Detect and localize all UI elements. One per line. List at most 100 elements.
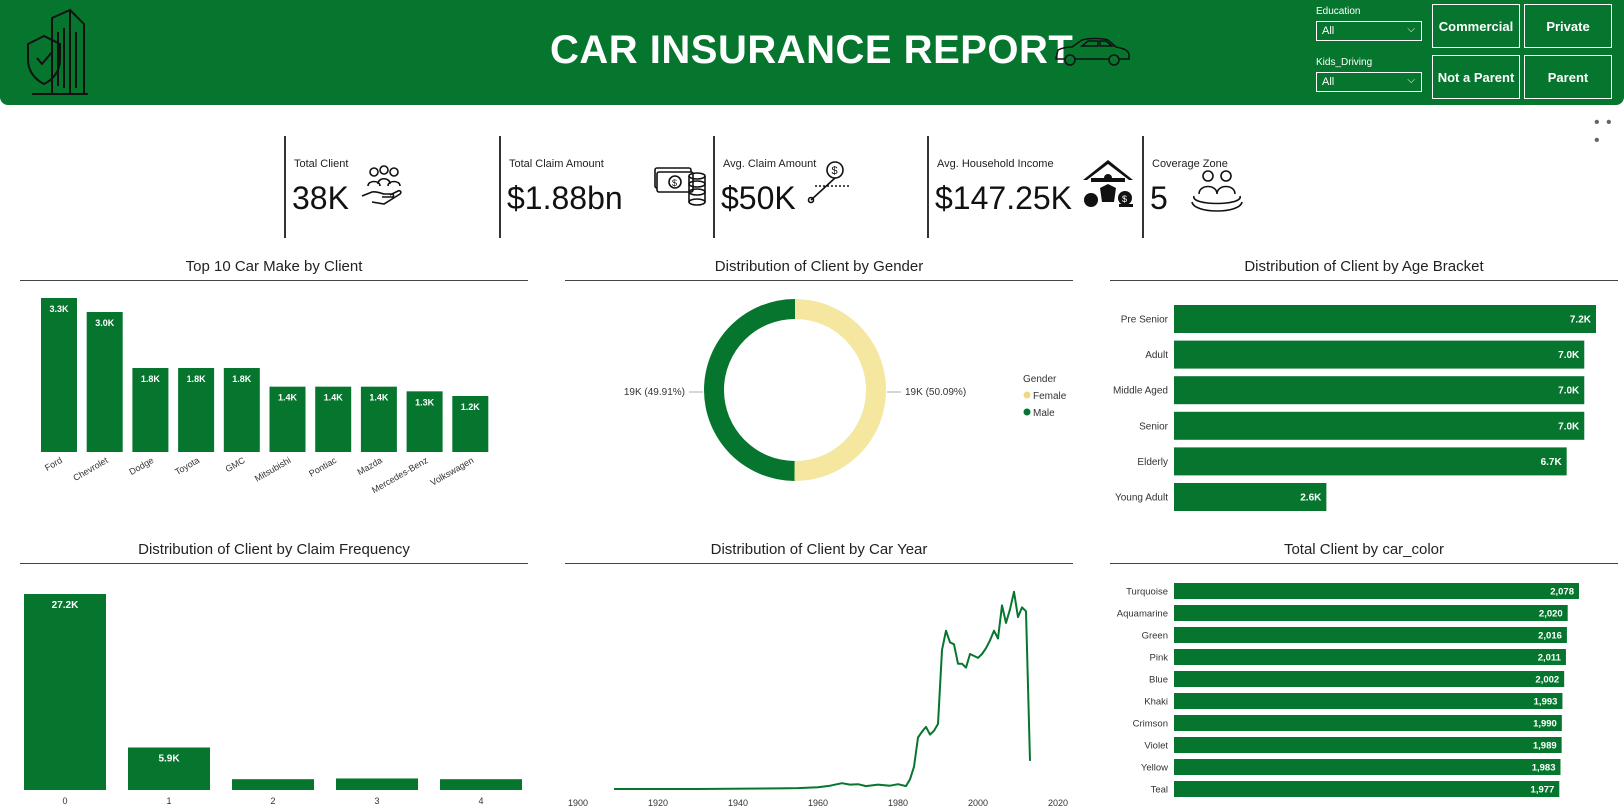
kpi-value: $147.25K <box>935 180 1073 216</box>
kpi-value: $50K <box>721 180 796 216</box>
education-dropdown[interactable]: All ⌵ <box>1316 21 1422 41</box>
kpi-value: 38K <box>292 180 349 216</box>
x-tick-label: 3 <box>374 796 379 806</box>
x-tick-label: 2020 <box>1048 798 1068 808</box>
legend-label: Male <box>1033 408 1055 419</box>
parent-button[interactable]: Parent <box>1524 55 1612 99</box>
x-tick-label: 4 <box>478 796 483 806</box>
house-family-income-icon: $ <box>1083 160 1133 207</box>
more-options-icon[interactable]: • • • <box>1594 114 1613 149</box>
x-tick-label: Toyota <box>173 455 201 477</box>
bar <box>360 386 397 452</box>
y-tick-label: Pink <box>1150 653 1169 664</box>
bar <box>24 594 106 790</box>
kpi-total-claim-amount: Total Claim Amount $1.88bn $ <box>499 136 709 238</box>
bar <box>128 747 210 790</box>
gender-donut-chart: 19K (50.09%) 19K (49.91%) Gender Female Male <box>624 299 1067 481</box>
bar <box>406 391 443 452</box>
education-slicer: Education All ⌵ <box>1316 6 1422 41</box>
data-label: 1.8K <box>187 374 207 384</box>
bar <box>1174 715 1562 731</box>
private-button[interactable]: Private <box>1524 4 1612 48</box>
data-label: 7.0K <box>1558 350 1580 361</box>
bar <box>269 386 306 452</box>
bar <box>178 368 215 452</box>
data-label: 2,011 <box>1538 653 1562 664</box>
claim-frequency-bar-chart: 27.2K 0 5.9K 1 2 3 4 <box>24 594 522 806</box>
education-dropdown-value: All <box>1322 25 1335 37</box>
data-label: 3.0K <box>95 318 115 328</box>
x-tick-label: Mazda <box>356 455 384 477</box>
y-tick-label: Young Adult <box>1115 493 1168 504</box>
people-hand-icon <box>361 165 402 205</box>
legend-marker <box>1023 391 1031 399</box>
x-tick-label: Dodge <box>127 455 155 477</box>
chart-title: Distribution of Client by Claim Frequenc… <box>138 541 410 558</box>
x-tick-label: 1900 <box>568 798 588 808</box>
y-tick-label: Elderly <box>1137 457 1168 468</box>
x-tick-label: 2000 <box>968 798 988 808</box>
data-label: 2,020 <box>1539 609 1563 620</box>
data-label: 1.2K <box>461 402 481 412</box>
y-tick-label: Adult <box>1145 350 1168 361</box>
education-slicer-label: Education <box>1316 6 1361 17</box>
x-tick-label: 1 <box>166 796 171 806</box>
data-label: 7.2K <box>1570 315 1592 326</box>
donut-slice-male <box>703 299 795 481</box>
y-tick-label: Senior <box>1139 421 1169 432</box>
data-label: 1.4K <box>324 393 344 403</box>
x-tick-label: GMC <box>224 455 248 474</box>
x-tick-label: Ford <box>43 455 64 473</box>
data-label: 1,993 <box>1534 697 1558 708</box>
kpi-label: Total Client <box>294 158 349 170</box>
y-tick-label: Green <box>1142 631 1168 642</box>
chevron-down-icon: ⌵ <box>1407 24 1415 35</box>
data-label: 27.2K <box>52 600 79 611</box>
donut-slice-female <box>794 299 886 481</box>
data-label: 3.3K <box>49 304 69 314</box>
chart-title: Top 10 Car Make by Client <box>185 258 363 275</box>
data-label: 1,977 <box>1531 785 1555 796</box>
not-a-parent-button[interactable]: Not a Parent <box>1432 55 1520 99</box>
y-tick-label: Yellow <box>1141 763 1168 774</box>
chart-title: Distribution of Client by Car Year <box>710 541 928 558</box>
legend-title: Gender <box>1023 374 1057 385</box>
data-label: 1.8K <box>141 374 161 384</box>
data-label: 2.6K <box>1300 493 1322 504</box>
y-tick-label: Blue <box>1149 675 1168 686</box>
data-label: 2,078 <box>1550 587 1574 598</box>
x-tick-label: Mitsubishi <box>253 455 293 484</box>
kpi-label: Avg. Household Income <box>937 158 1054 170</box>
car-color-bar-chart: 2,078 Turquoise 2,020 Aquamarine 2,016 Green 2… <box>1117 583 1579 797</box>
kpi-avg-claim-amount: Avg. Claim Amount $50K $ <box>713 136 923 238</box>
data-label: 7.0K <box>1558 421 1580 432</box>
x-tick-label: Volkswagen <box>429 455 476 488</box>
x-tick-label: 2 <box>270 796 275 806</box>
x-tick-label: 1960 <box>808 798 828 808</box>
y-tick-label: Middle Aged <box>1113 386 1168 397</box>
car-icon <box>1055 37 1130 66</box>
kids-driving-slicer-label: Kids_Driving <box>1316 57 1373 68</box>
age-bracket-bar-chart: 7.2K Pre Senior 7.0K Adult 7.0K Middle Aged 7.… <box>1113 305 1596 511</box>
commercial-button[interactable]: Commercial <box>1432 4 1520 48</box>
title-divider <box>1110 280 1618 281</box>
x-tick-label: 0 <box>62 796 67 806</box>
report-header: CAR INSURANCE REPORT Education All ⌵ Kid… <box>0 0 1624 105</box>
title-divider <box>1110 563 1618 564</box>
data-label: 1.4K <box>369 393 389 403</box>
kids-driving-dropdown[interactable]: All ⌵ <box>1316 72 1422 92</box>
cash-coins-icon: $ <box>654 167 706 206</box>
data-label: 1.3K <box>415 397 435 407</box>
bar <box>440 779 522 790</box>
bar <box>336 778 418 790</box>
bar <box>232 779 314 790</box>
bar <box>1174 627 1567 643</box>
car-year-line-chart: 1900 1920 1940 1960 1980 2000 2020 <box>568 590 1068 808</box>
data-label: 7.0K <box>1558 386 1580 397</box>
bar <box>1174 671 1565 687</box>
data-label: 5.9K <box>158 753 180 764</box>
car-make-bar-chart: 3.3K Ford 3.0K Chevrolet 1.8K Dodge 1.8K Toyota… <box>41 298 489 495</box>
svg-text:$: $ <box>672 178 677 188</box>
data-label: 1.4K <box>278 393 298 403</box>
title-divider <box>565 563 1073 564</box>
